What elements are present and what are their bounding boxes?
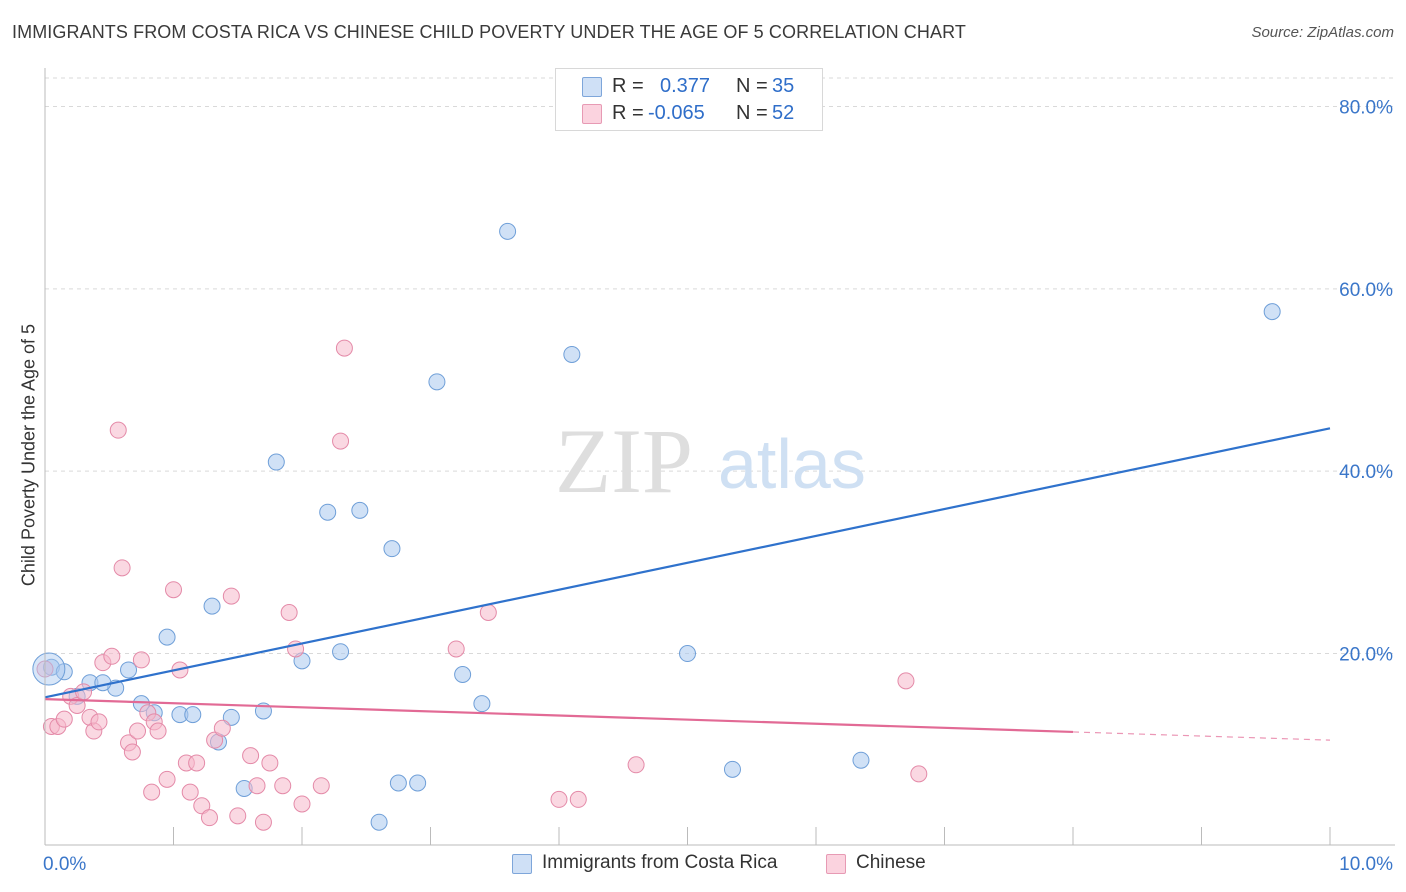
- legend-n-label: N =: [736, 75, 768, 97]
- point-chinese: [479, 604, 497, 621]
- point-chinese: [222, 587, 240, 605]
- x-tick-label: 0.0%: [43, 854, 86, 875]
- legend-r-value: 0.377: [660, 75, 711, 97]
- point-costa-rica: [94, 674, 112, 692]
- point-chinese: [213, 719, 231, 737]
- point-costa-rica: [332, 643, 350, 661]
- y-tick-label: 80.0%: [1339, 97, 1393, 118]
- point-costa-rica: [499, 222, 517, 240]
- point-costa-rica-large: [32, 652, 66, 686]
- points-layer: [32, 222, 1281, 831]
- bottom-legend-swatch-costa-rica: [512, 854, 532, 874]
- source-credit: Source: ZipAtlas.com: [1251, 24, 1394, 41]
- point-chinese: [103, 647, 121, 665]
- y-tick-label: 40.0%: [1339, 462, 1393, 483]
- point-costa-rica: [370, 813, 388, 831]
- correlation-legend: R = 0.377 N = 35 R = -0.065 N = 52: [555, 68, 823, 131]
- legend-r-value: -0.065: [648, 102, 705, 124]
- point-costa-rica: [267, 453, 285, 471]
- watermark-atlas: atlas: [718, 425, 866, 503]
- point-chinese: [181, 783, 199, 801]
- legend-n-label: N =: [736, 102, 768, 124]
- point-costa-rica: [454, 666, 472, 683]
- point-chinese: [229, 807, 247, 825]
- point-costa-rica: [319, 503, 337, 521]
- point-chinese: [206, 731, 224, 749]
- trendline-costa-rica: [44, 427, 1331, 699]
- point-chinese: [68, 697, 86, 714]
- point-chinese: [332, 432, 350, 450]
- point-chinese: [569, 790, 587, 808]
- y-axis-label: Child Poverty Under the Age of 5: [18, 323, 39, 587]
- legend-r-label: R =: [612, 75, 644, 97]
- point-costa-rica: [351, 501, 369, 519]
- point-costa-rica: [428, 373, 446, 391]
- point-chinese: [274, 777, 292, 795]
- point-chinese: [132, 651, 150, 669]
- point-chinese: [293, 795, 311, 813]
- point-costa-rica: [723, 760, 741, 778]
- watermark-zip: ZIP: [555, 410, 693, 512]
- point-chinese: [75, 683, 93, 701]
- point-chinese: [143, 783, 161, 801]
- bottom-legend-label: Immigrants from Costa Rica: [542, 852, 778, 873]
- legend-n-value: 52: [772, 102, 795, 124]
- legend-n-value: 35: [772, 75, 795, 97]
- point-chinese: [90, 713, 108, 731]
- point-chinese: [200, 809, 218, 827]
- point-costa-rica: [389, 774, 407, 792]
- point-costa-rica: [158, 628, 176, 646]
- legend-swatch-costa-rica: [582, 77, 602, 97]
- point-costa-rica: [563, 345, 581, 363]
- point-costa-rica: [409, 774, 427, 792]
- axes-layer: 20.0% 40.0% 60.0% 80.0% 0.0% 10.0%: [43, 68, 1395, 875]
- bottom-legend-swatch-chinese: [826, 854, 846, 874]
- point-costa-rica: [120, 661, 138, 679]
- point-costa-rica: [1263, 303, 1281, 321]
- point-chinese: [158, 770, 176, 788]
- point-chinese: [335, 339, 353, 357]
- point-costa-rica: [383, 540, 401, 558]
- point-chinese: [193, 797, 211, 815]
- chart-title: IMMIGRANTS FROM COSTA RICA VS CHINESE CH…: [12, 22, 966, 42]
- point-costa-rica: [184, 706, 202, 724]
- bottom-legend-label: Chinese: [856, 852, 926, 873]
- grid-layer: [45, 77, 1395, 655]
- trendlines-layer: [44, 427, 1331, 741]
- point-chinese: [113, 559, 131, 577]
- point-chinese: [165, 581, 182, 599]
- point-chinese: [109, 421, 127, 439]
- point-chinese: [550, 790, 568, 808]
- point-chinese: [280, 604, 298, 621]
- point-costa-rica: [203, 597, 221, 615]
- point-chinese: [254, 813, 272, 831]
- legend-swatch-chinese: [582, 104, 602, 124]
- point-chinese: [248, 777, 266, 795]
- point-chinese: [55, 710, 73, 728]
- y-tick-label: 20.0%: [1339, 645, 1393, 666]
- point-chinese: [261, 754, 279, 772]
- point-chinese: [188, 754, 206, 772]
- legend-r-label: R =: [612, 102, 644, 124]
- point-chinese: [129, 722, 147, 740]
- x-tick-label: 10.0%: [1339, 854, 1393, 875]
- point-costa-rica: [852, 751, 870, 769]
- trendline-chinese-projection: [1072, 731, 1331, 741]
- point-chinese: [242, 747, 260, 765]
- point-costa-rica: [473, 695, 491, 713]
- point-chinese: [123, 743, 141, 761]
- point-chinese: [312, 777, 330, 795]
- point-costa-rica: [222, 708, 240, 726]
- point-chinese: [149, 722, 167, 740]
- point-chinese: [910, 765, 928, 783]
- point-costa-rica: [679, 645, 696, 663]
- point-chinese: [627, 756, 645, 774]
- point-chinese: [447, 640, 465, 658]
- watermark: ZIP atlas: [555, 410, 866, 512]
- trendline-chinese: [44, 698, 1074, 734]
- point-chinese: [897, 672, 915, 690]
- y-tick-label: 60.0%: [1339, 280, 1393, 301]
